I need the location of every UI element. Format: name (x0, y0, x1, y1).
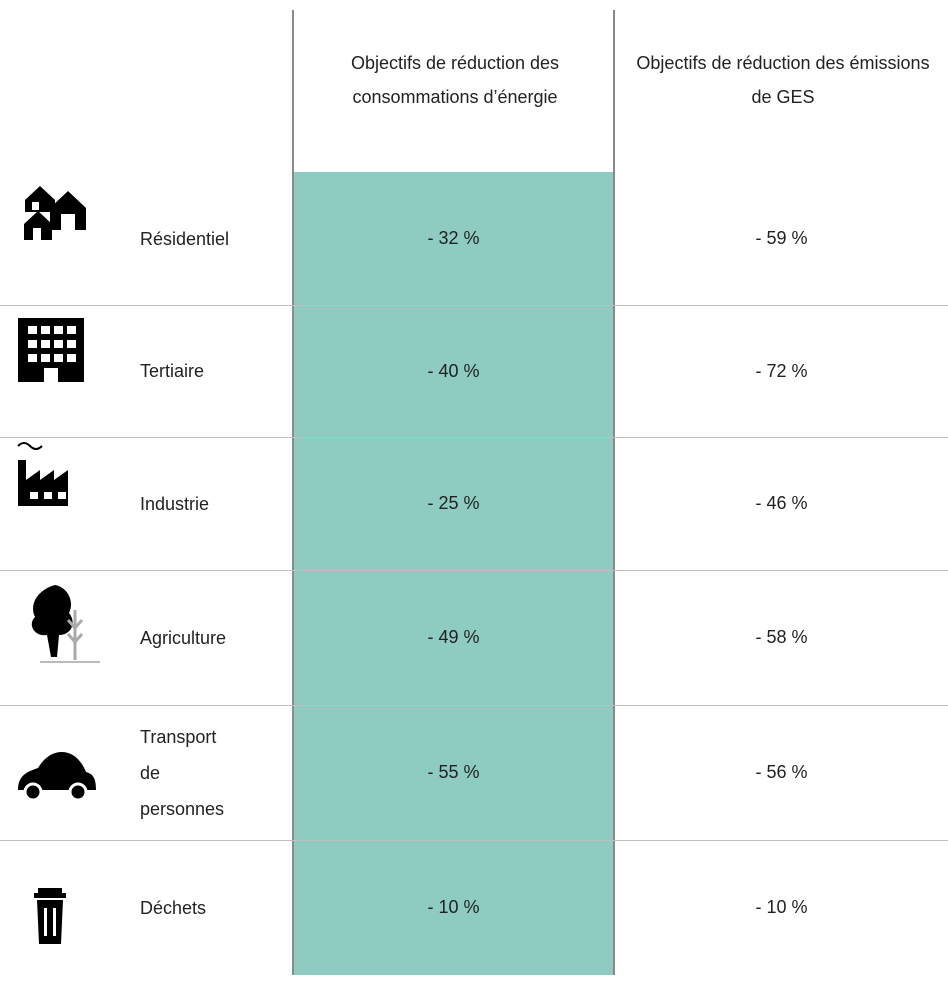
cell-text: - 72 % (755, 360, 808, 381)
trash-icon (34, 888, 66, 944)
ges-cell: - 58 % (615, 570, 948, 705)
factory-icon (17, 442, 68, 506)
row-divider (0, 705, 948, 706)
cell-text: Transport de personnes (140, 726, 225, 819)
header-cell: Objectifs de réduction des consommations… (350, 53, 560, 107)
cell-text: - 49 % (427, 627, 480, 647)
column-divider (292, 10, 294, 975)
row-divider (0, 305, 948, 306)
ges-cell: - 59 % (615, 172, 948, 305)
car-icon (18, 752, 96, 802)
cell-text: - 56 % (755, 762, 808, 782)
icons (17, 186, 100, 944)
ges-cell: - 10 % (615, 840, 948, 975)
cell-text: Industrie (140, 493, 210, 514)
ges-cell: - 46 % (615, 437, 948, 570)
cell-text: - 40 % (427, 360, 480, 381)
energy-cell: - 32 % (294, 172, 613, 305)
cell-text: - 59 % (755, 228, 808, 248)
ges-cell: - 56 % (615, 705, 948, 840)
cell-text: Tertiaire (140, 361, 205, 381)
cell-text: - 58 % (755, 627, 808, 647)
cell-text: Déchets (140, 897, 207, 918)
row-label: Résidentiel (140, 172, 290, 305)
row-label: Transport de personnes (140, 705, 290, 840)
building-icon (18, 318, 84, 382)
row-label: Agriculture (140, 570, 290, 705)
row-label: Tertiaire (140, 305, 290, 437)
header-cell: Objectifs de réduction des émissions de … (636, 53, 930, 107)
cell-text: Agriculture (140, 627, 227, 648)
energy-cell: - 49 % (294, 570, 613, 705)
energy-cell: - 55 % (294, 705, 613, 840)
energy-cell: - 25 % (294, 437, 613, 570)
tree-icon (31, 585, 100, 663)
row-label: Industrie (140, 437, 290, 570)
cell-text: - 10 % (427, 897, 480, 917)
house-icon (24, 186, 86, 240)
energy-cell: - 40 % (294, 305, 613, 437)
row-divider (0, 437, 948, 438)
cell-text: - 10 % (755, 897, 808, 917)
cell-text: - 32 % (427, 228, 480, 248)
cell-text: - 55 % (427, 762, 480, 782)
row-divider (0, 840, 948, 841)
energy-cell: - 10 % (294, 840, 613, 975)
column-divider (613, 10, 615, 975)
row-divider (0, 570, 948, 571)
cell-text: Résidentiel (140, 228, 230, 249)
row-label: Déchets (140, 840, 290, 975)
cell-text: - 46 % (755, 493, 808, 513)
ges-cell: - 72 % (615, 305, 948, 437)
cell-text: - 25 % (427, 493, 480, 513)
